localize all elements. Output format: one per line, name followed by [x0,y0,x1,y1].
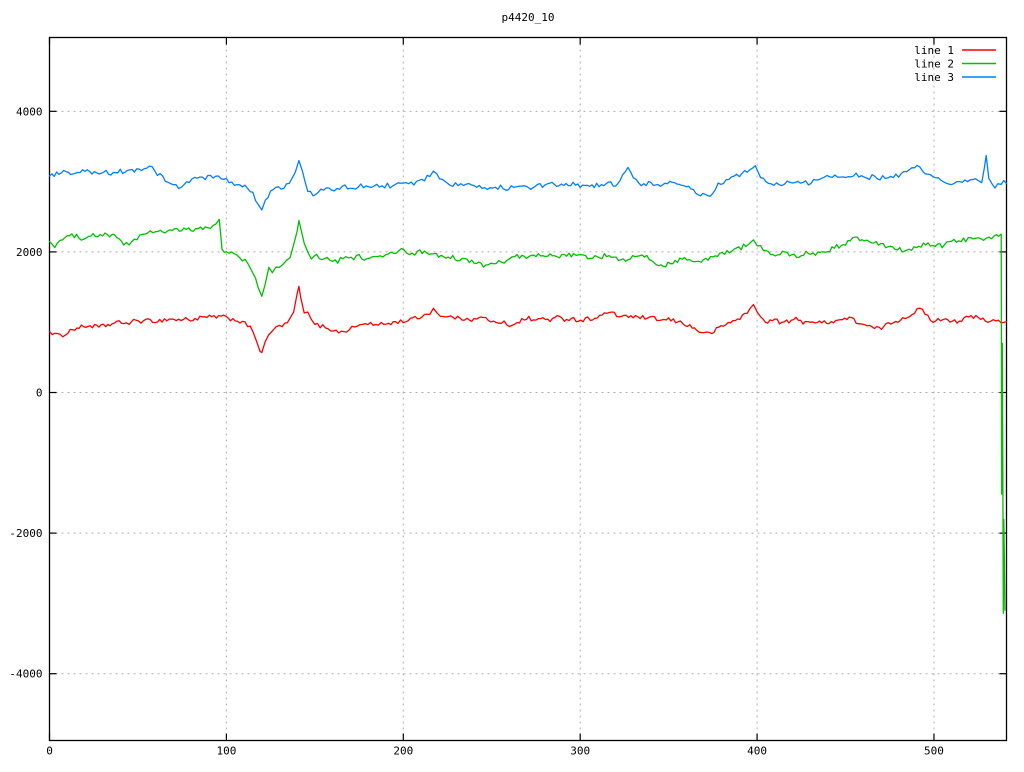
legend-item-line-2: line 2 [914,58,996,71]
x-tick-label-400: 400 [747,745,767,758]
legend-label: line 2 [914,58,954,71]
series-line-3 [48,154,1008,211]
y-tick-label--4000: -4000 [9,668,42,681]
chart-title: p4420_10 [502,11,555,24]
x-tick-label-200: 200 [393,745,413,758]
y-tick-label--2000: -2000 [9,527,42,540]
legend-item-line-3: line 3 [914,71,996,84]
x-tick-label-100: 100 [216,745,236,758]
plot-border [48,36,1008,742]
grid-layer [49,37,1007,741]
y-tick-label-2000: 2000 [16,246,43,259]
legend-item-line-1: line 1 [914,44,996,57]
x-tick-label-0: 0 [46,745,53,758]
axis-layer: -4000 -2000 0 2000 4000 0 100 200 300 400 500 [9,36,1008,758]
series-line-2 [48,218,1006,614]
series-layer [48,154,1008,614]
y-tick-label-0: 0 [36,387,43,400]
series-line-1 [48,285,1008,354]
x-tick-label-300: 300 [570,745,590,758]
x-tick-label-500: 500 [924,745,944,758]
legend-label: line 1 [914,44,954,57]
y-tick-label-4000: 4000 [16,105,43,118]
legend-label: line 3 [914,71,954,84]
